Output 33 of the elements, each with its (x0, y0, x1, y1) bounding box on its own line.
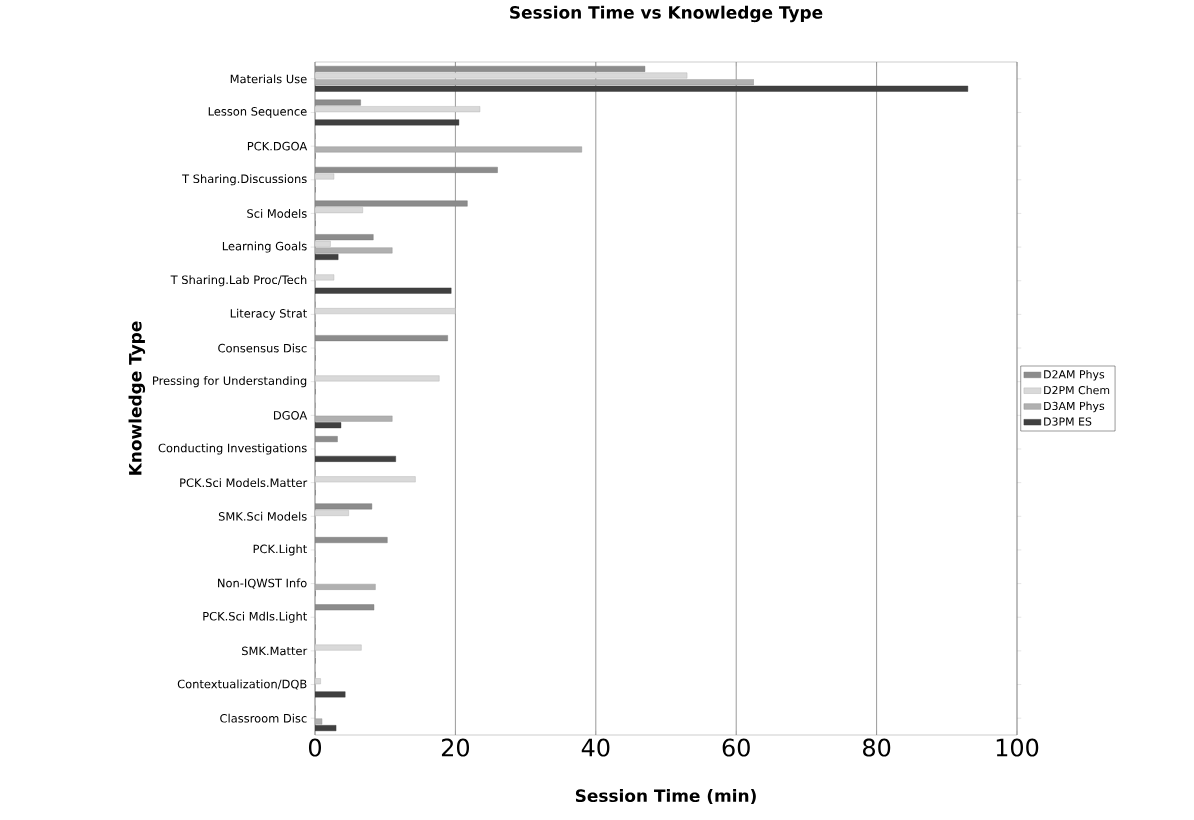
legend-label: D3PM ES (1044, 417, 1092, 426)
y-tick-label: Materials Use (230, 74, 307, 84)
legend-label: D2AM Phys (1044, 369, 1105, 381)
y-tick-label: Sci Models (247, 209, 307, 218)
y-axis-title: Knowledge Type (128, 321, 146, 475)
y-tick-label: Contextualization/DQB (177, 679, 307, 690)
x-axis-title: Session Time (min) (575, 788, 756, 805)
x-tick-label: 80 (863, 738, 891, 757)
x-tick-label: 40 (581, 738, 610, 757)
y-tick-label: Literacy Strat (230, 308, 307, 320)
x-tick-label: 20 (441, 738, 470, 757)
x-tick-label: 0 (308, 738, 322, 757)
x-tick-label: 60 (722, 738, 750, 757)
y-tick-label: T Sharing.Discussions (182, 174, 307, 186)
y-tick-label: Non-IQWST Info (218, 578, 307, 589)
y-tick-label: DGOA (274, 411, 308, 420)
legend-label: D3AM Phys (1044, 401, 1105, 413)
y-tick-label: Classroom Disc (220, 713, 307, 723)
y-tick-label: T Sharing.Lab Proc/Tech (170, 275, 307, 287)
y-tick-label: SMK.Matter (242, 646, 308, 656)
x-tick-label: 100 (996, 738, 1039, 757)
y-tick-label: PCK.Sci Mdls.Light (203, 611, 307, 623)
y-tick-label: PCK.Light (253, 544, 307, 556)
y-tick-label: SMK.Sci Models (218, 511, 307, 521)
y-tick-label: PCK.DGOA (247, 141, 308, 151)
y-tick-label: PCK.Sci Models.Matter (180, 478, 308, 488)
y-tick-label: Conducting Investigations (158, 443, 307, 455)
y-tick-label: Pressing for Understanding (153, 376, 307, 388)
y-tick-label: Consensus Disc (218, 343, 307, 353)
y-tick-label: Lesson Sequence (208, 107, 307, 118)
legend-label: D2PM Chem (1044, 385, 1110, 395)
chart-title: Session Time vs Knowledge Type (510, 5, 823, 23)
y-tick-label: Learning Goals (222, 241, 307, 253)
